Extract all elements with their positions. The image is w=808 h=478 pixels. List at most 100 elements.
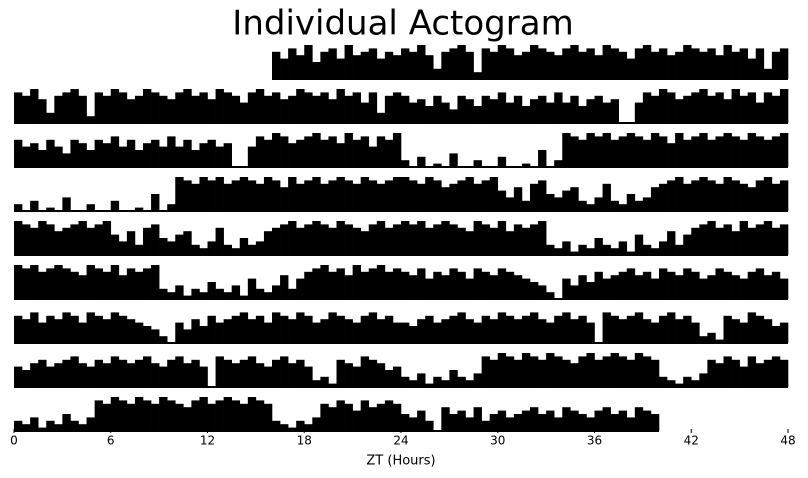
activity-bar	[441, 187, 450, 211]
activity-bar	[489, 227, 499, 255]
activity-bar	[320, 224, 329, 255]
activity-bar	[239, 177, 249, 211]
activity-bar	[723, 315, 732, 343]
activity-bar	[530, 224, 539, 255]
activity-bar	[280, 224, 289, 255]
activity-bar	[521, 163, 531, 167]
activity-bar	[425, 278, 434, 299]
activity-bar	[449, 268, 458, 299]
activity-bar	[602, 183, 611, 211]
activity-bar	[239, 102, 249, 123]
activity-bar	[288, 221, 297, 255]
activity-bar	[610, 353, 619, 387]
activity-bar	[425, 55, 434, 79]
activity-bar	[465, 99, 474, 123]
activity-bar	[755, 224, 765, 255]
activity-bar	[22, 224, 31, 255]
activity-bar	[296, 312, 305, 343]
activity-bar	[731, 359, 740, 387]
activity-bar	[231, 315, 241, 343]
activity-bar	[320, 183, 329, 211]
activity-bar	[489, 414, 499, 431]
activity-bar	[360, 356, 370, 387]
activity-bar	[473, 106, 482, 123]
activity-bar	[183, 363, 192, 387]
activity-bar	[151, 403, 160, 431]
activity-bar	[191, 183, 200, 211]
activity-bar	[231, 95, 241, 123]
activity-bar	[521, 353, 531, 387]
activity-bar	[586, 322, 595, 343]
activity-bar	[723, 133, 732, 167]
activity-bar	[255, 400, 265, 431]
activity-bar	[263, 366, 273, 387]
activity-bar	[255, 315, 265, 343]
activity-bar	[30, 200, 39, 211]
activity-bar	[231, 248, 241, 255]
x-tick-label: 6	[107, 434, 115, 448]
activity-bar	[247, 319, 257, 343]
activity-bar	[46, 315, 55, 343]
activity-bar	[376, 363, 386, 387]
activity-bar	[707, 332, 716, 343]
activity-bar	[70, 139, 79, 167]
activity-bar	[54, 319, 63, 343]
activity-bar	[280, 275, 289, 299]
activity-bar	[247, 180, 257, 211]
activity-bar	[618, 51, 628, 79]
activity-bar	[304, 136, 313, 167]
activity-bar	[368, 48, 378, 79]
activity-bar	[699, 89, 708, 123]
activity-bar	[328, 180, 337, 211]
activity-bar	[22, 424, 31, 431]
activity-bar	[14, 139, 23, 167]
activity-bar	[747, 271, 757, 299]
activity-bar	[70, 224, 79, 255]
activity-bar	[521, 227, 531, 255]
activity-bar	[409, 180, 418, 211]
activity-bar	[183, 180, 192, 211]
activity-bar	[134, 95, 144, 123]
activity-bar	[110, 89, 120, 123]
activity-bar	[328, 271, 337, 299]
activity-bar	[675, 133, 684, 167]
activity-bar	[376, 319, 386, 343]
activity-bar	[376, 183, 386, 211]
activity-bar	[570, 187, 579, 211]
activity-bar	[618, 136, 628, 167]
activity-bar	[586, 353, 595, 387]
activity-bar	[723, 45, 732, 79]
activity-bar	[272, 359, 281, 387]
activity-bar	[562, 102, 571, 123]
activity-bar	[86, 265, 95, 299]
activity-bar	[763, 68, 773, 79]
activity-bar	[457, 271, 466, 299]
activity-bar	[376, 265, 386, 299]
activity-bar	[650, 133, 660, 167]
activity-bar	[521, 51, 531, 79]
activity-bar	[691, 48, 700, 79]
activity-bar	[602, 133, 611, 167]
activity-bar	[683, 183, 692, 211]
activity-bar	[546, 353, 555, 387]
activity-bar	[618, 319, 628, 343]
activity-bar	[747, 92, 757, 123]
activity-bar	[199, 92, 208, 123]
activity-bar	[46, 139, 55, 167]
activity-bar	[763, 177, 773, 211]
activity-bar	[352, 183, 361, 211]
activity-bar	[409, 275, 418, 299]
activity-bar	[755, 363, 765, 387]
activity-bar	[489, 177, 499, 211]
activity-bar	[473, 160, 482, 167]
activity-bar	[473, 221, 482, 255]
activity-bar	[578, 275, 587, 299]
activity-bar	[594, 271, 603, 299]
activity-bar	[272, 51, 281, 79]
activity-bar	[747, 312, 757, 343]
activity-bar	[715, 136, 724, 167]
activity-bar	[707, 359, 716, 387]
activity-bar	[650, 51, 660, 79]
activity-bar	[175, 403, 184, 431]
